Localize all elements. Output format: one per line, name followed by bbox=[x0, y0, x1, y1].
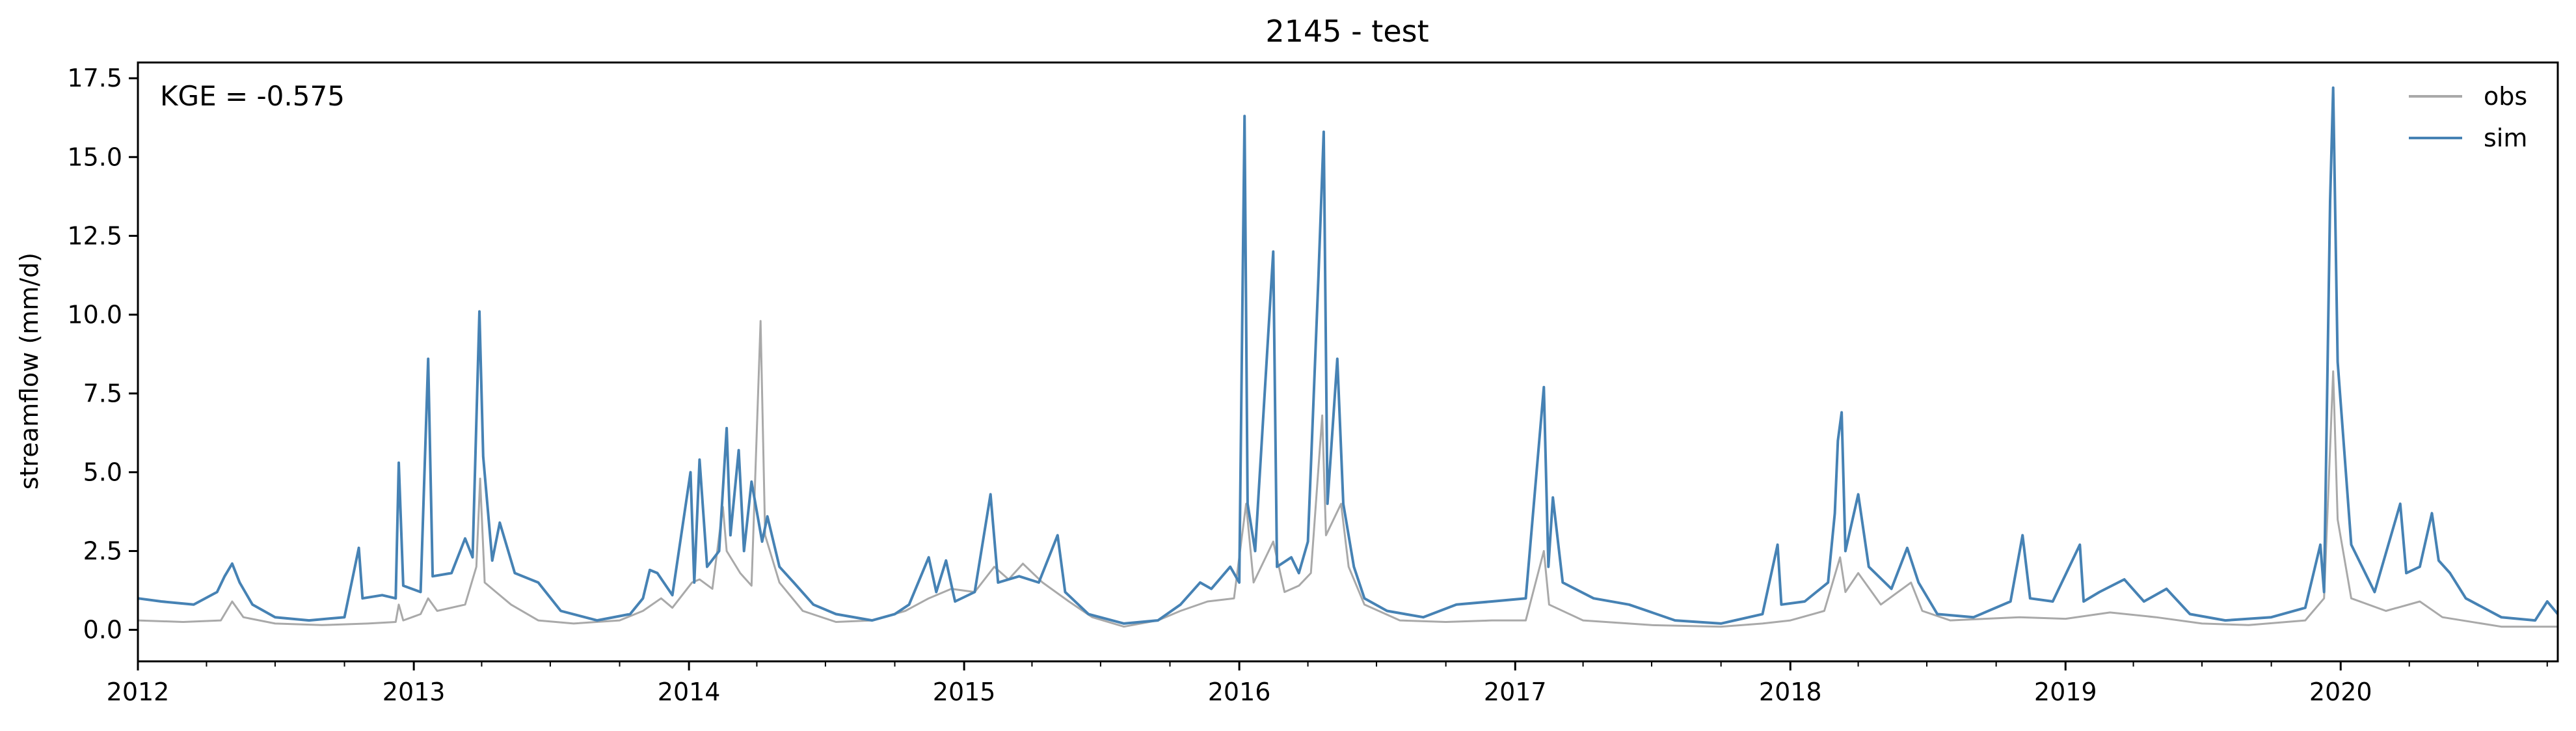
x-axis: 2012 2013 2014 2015 2016 2017 2018 2019 2020 bbox=[107, 661, 2548, 706]
x-tick-label: 2013 bbox=[382, 678, 446, 706]
y-tick-label: 10.0 bbox=[67, 300, 122, 329]
x-tick-label: 2017 bbox=[1484, 678, 1547, 706]
y-tick-label: 15.0 bbox=[67, 143, 122, 171]
x-tick-label: 2020 bbox=[2309, 678, 2372, 706]
y-tick-label: 5.0 bbox=[83, 458, 122, 486]
x-tick-label: 2012 bbox=[107, 678, 170, 706]
chart-title: 2145 - test bbox=[1265, 14, 1429, 49]
x-tick-label: 2015 bbox=[933, 678, 996, 706]
y-axis-label: streamflow (mm/d) bbox=[15, 253, 44, 490]
plot-frame bbox=[137, 61, 2559, 663]
y-axis: 0.0 2.5 5.0 7.5 10.0 12.5 15.0 17.5 bbox=[67, 64, 138, 644]
series-layer bbox=[137, 86, 2559, 628]
y-tick-label: 17.5 bbox=[67, 64, 122, 92]
legend: obs sim bbox=[2409, 82, 2527, 152]
legend-label-sim: sim bbox=[2484, 124, 2527, 152]
legend-label-obs: obs bbox=[2484, 82, 2527, 111]
y-tick-label: 2.5 bbox=[83, 537, 122, 566]
x-tick-label: 2018 bbox=[1759, 678, 1822, 706]
x-tick-label: 2019 bbox=[2034, 678, 2097, 706]
x-tick-label: 2014 bbox=[658, 678, 721, 706]
x-tick-label: 2016 bbox=[1208, 678, 1271, 706]
y-tick-label: 0.0 bbox=[83, 616, 122, 644]
y-tick-label: 7.5 bbox=[83, 379, 122, 407]
series-line-sim bbox=[137, 86, 2559, 625]
y-tick-label: 12.5 bbox=[67, 221, 122, 250]
kge-annotation: KGE = -0.575 bbox=[160, 80, 345, 112]
series-line-obs bbox=[137, 320, 2558, 628]
